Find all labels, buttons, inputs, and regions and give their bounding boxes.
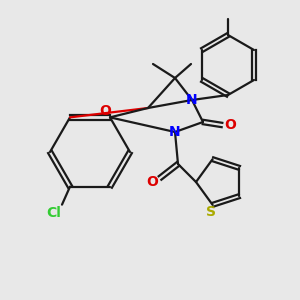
Text: O: O (99, 104, 111, 118)
Text: N: N (169, 125, 181, 139)
Text: O: O (224, 118, 236, 132)
Text: Cl: Cl (46, 206, 62, 220)
Text: N: N (186, 93, 198, 107)
Text: O: O (146, 175, 158, 189)
Text: S: S (206, 205, 216, 219)
